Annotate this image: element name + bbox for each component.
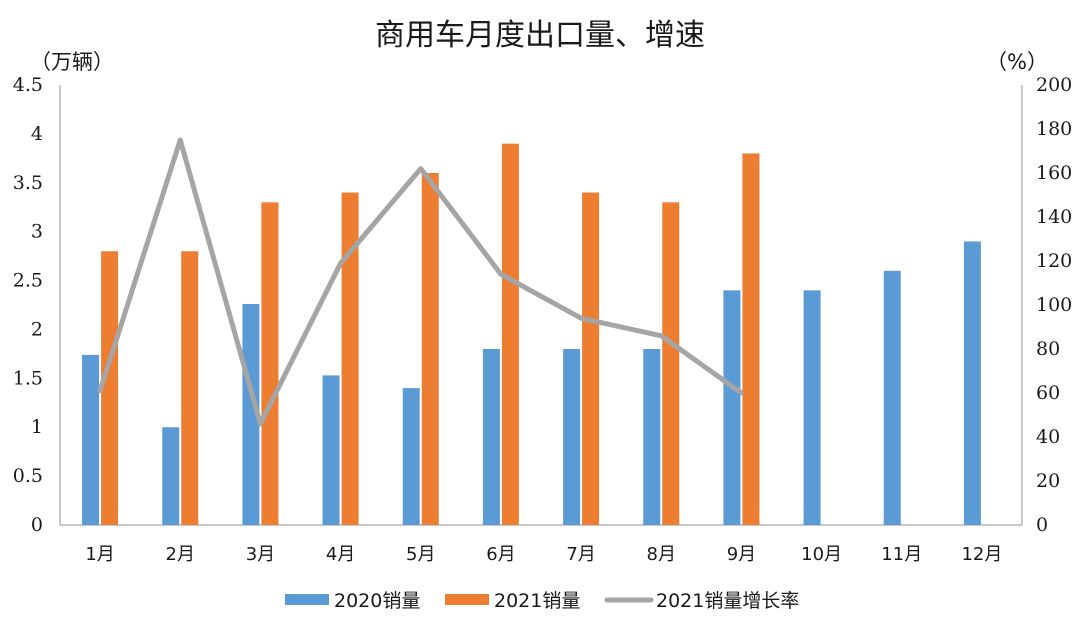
right-tick-label: 0 xyxy=(1036,514,1048,536)
right-tick-label: 180 xyxy=(1036,118,1072,140)
x-tick-label: 9月 xyxy=(727,544,756,565)
left-tick-label: 0 xyxy=(31,514,43,536)
x-tick-label: 8月 xyxy=(647,544,676,565)
left-tick-label: 4 xyxy=(31,123,43,145)
bar-2021销量-2月 xyxy=(181,251,199,525)
x-tick-label: 2月 xyxy=(166,544,195,565)
x-tick-label: 7月 xyxy=(566,544,595,565)
bar-2020销量-8月 xyxy=(643,349,661,525)
bar-2020销量-3月 xyxy=(242,304,260,525)
bar-2021销量-5月 xyxy=(421,173,439,525)
right-axis-unit: （%） xyxy=(986,50,1048,74)
bar-2021销量-4月 xyxy=(341,192,359,526)
bar-2020销量-11月 xyxy=(883,270,901,525)
left-axis-unit: （万辆） xyxy=(30,50,114,74)
bar-2020销量-6月 xyxy=(482,349,500,525)
bar-2021销量-8月 xyxy=(662,202,680,526)
right-tick-label: 120 xyxy=(1036,250,1072,272)
legend-label: 2021销量增长率 xyxy=(656,590,799,612)
legend-swatch-2020销量 xyxy=(285,594,329,605)
x-tick-label: 4月 xyxy=(326,544,355,565)
left-tick-label: 2 xyxy=(31,318,43,340)
bar-2020销量-2月 xyxy=(162,427,180,525)
left-tick-label: 3.5 xyxy=(13,172,43,194)
right-tick-label: 200 xyxy=(1036,74,1072,96)
bar-2021销量-9月 xyxy=(742,153,760,525)
right-tick-label: 140 xyxy=(1036,206,1072,228)
bar-2020销量-10月 xyxy=(803,290,821,525)
bar-2020销量-4月 xyxy=(322,375,340,525)
right-tick-label: 100 xyxy=(1036,294,1072,316)
legend-label: 2020销量 xyxy=(334,590,420,612)
x-tick-label: 10月 xyxy=(801,544,842,565)
plot-area: 0 0.5 1 1.5 2 2.5 3 3.5 4 4.5 0 20 40 60 80 100 120 140 16… xyxy=(13,74,1072,565)
x-tick-label: 1月 xyxy=(85,544,114,565)
legend-swatch-2021销量 xyxy=(445,594,489,605)
right-tick-label: 20 xyxy=(1036,470,1060,492)
bar-2020销量-9月 xyxy=(723,290,741,525)
bar-2021销量-6月 xyxy=(501,143,519,525)
bar-2021销量-3月 xyxy=(261,202,279,526)
line-series-2021销量增长率 xyxy=(97,137,744,427)
left-tick-label: 2.5 xyxy=(13,270,43,292)
legend-label: 2021销量 xyxy=(494,590,580,612)
right-tick-label: 160 xyxy=(1036,162,1072,184)
x-tick-label: 12月 xyxy=(961,544,1002,565)
bar-2020销量-1月 xyxy=(82,354,100,525)
bar-2021销量-1月 xyxy=(101,251,119,525)
x-tick-label: 3月 xyxy=(246,544,275,565)
legend: 2020销量 2021销量 2021销量增长率 xyxy=(285,590,799,612)
x-tick-label: 5月 xyxy=(406,544,435,565)
chart-title: 商用车月度出口量、增速 xyxy=(375,18,705,53)
left-tick-label: 1.5 xyxy=(13,367,43,389)
left-tick-label: 0.5 xyxy=(13,465,43,487)
bar-2020销量-12月 xyxy=(963,241,981,525)
x-tick-label: 11月 xyxy=(881,544,922,565)
bar-2020销量-5月 xyxy=(402,388,420,525)
left-tick-label: 4.5 xyxy=(13,74,43,96)
right-tick-label: 40 xyxy=(1036,426,1060,448)
left-tick-label: 3 xyxy=(31,221,43,243)
x-tick-label: 6月 xyxy=(486,544,515,565)
right-tick-label: 60 xyxy=(1036,382,1060,404)
right-tick-label: 80 xyxy=(1036,338,1060,360)
bar-2020销量-7月 xyxy=(563,349,581,525)
bar-2021销量-7月 xyxy=(582,192,600,526)
left-tick-label: 1 xyxy=(31,416,43,438)
